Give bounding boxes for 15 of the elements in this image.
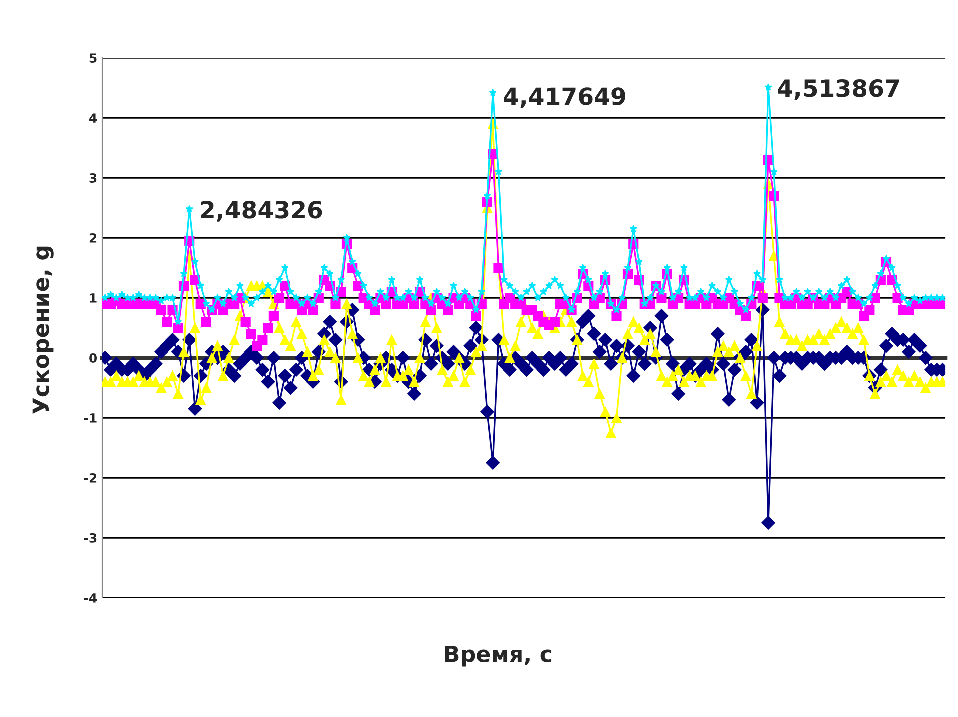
y-tick-label: -2: [84, 473, 97, 483]
annotation: 2,484326: [201, 200, 322, 222]
annotation: 4,513867: [778, 79, 900, 100]
y-tick-label: 3: [90, 174, 97, 183]
y-tick-label: 4: [90, 114, 98, 123]
y-tick-label: 1: [90, 294, 97, 303]
y-tick-label: 0: [90, 353, 98, 363]
y-tick-label: -1: [84, 414, 97, 423]
x-axis-title: Время, с: [445, 646, 552, 667]
y-tick-label: 5: [90, 54, 97, 64]
annotation: 4,417649: [504, 88, 626, 108]
y-tick-label: -4: [84, 594, 98, 603]
y-tick-label: -3: [84, 533, 97, 543]
y-tick-label: 2: [90, 234, 97, 243]
y-axis-title: Ускорение, g: [32, 246, 54, 414]
